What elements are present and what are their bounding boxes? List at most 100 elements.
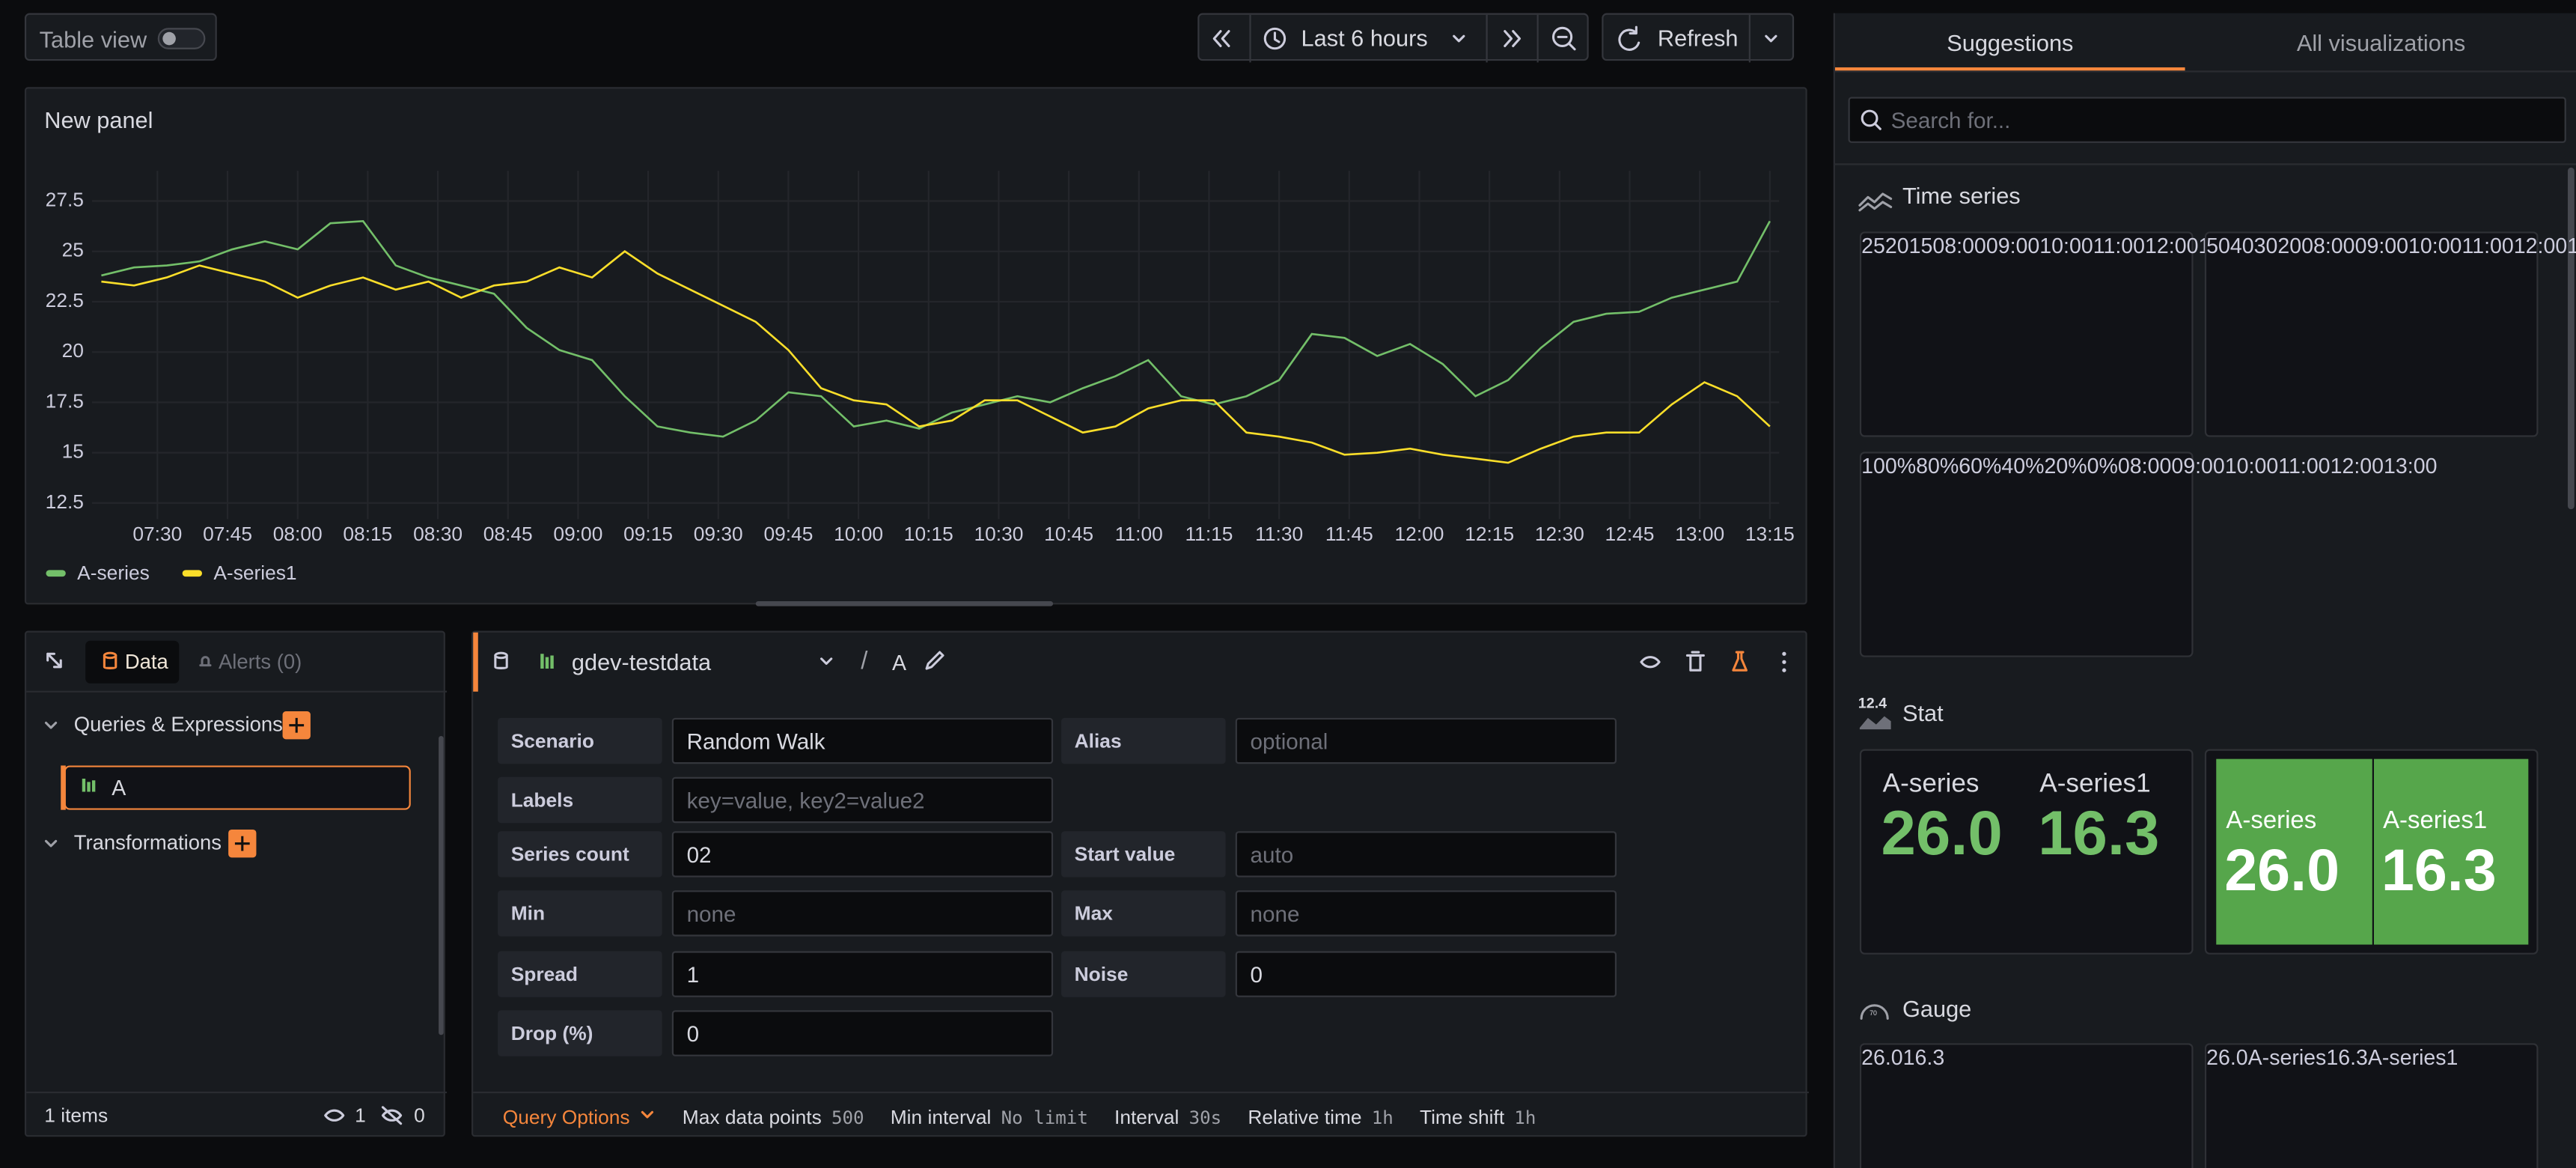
tab-suggestions[interactable]: Suggestions bbox=[1947, 29, 2074, 56]
collapse-icon[interactable] bbox=[44, 721, 58, 729]
shift-forward-icon[interactable] bbox=[1504, 30, 1522, 47]
suggestion-card[interactable]: 5040302008:0009:0010:0011:0012:0013:00 bbox=[2204, 231, 2576, 437]
text-input[interactable]: key=value, key2=value2 bbox=[671, 776, 1054, 824]
expand-icon[interactable] bbox=[46, 652, 62, 669]
menu-dot[interactable] bbox=[1782, 660, 1786, 664]
x-tick-label: 07:45 bbox=[203, 523, 252, 545]
hide-query-icon[interactable] bbox=[1640, 656, 1661, 669]
mini-x-label: 10:00 bbox=[2408, 233, 2462, 258]
inspector-icon[interactable] bbox=[1732, 651, 1748, 672]
legend-swatch bbox=[182, 570, 203, 577]
tab-all-visualizations[interactable]: All visualizations bbox=[2296, 29, 2466, 56]
y-tick-label: 22.5 bbox=[46, 289, 84, 311]
gauge-name: A-series bbox=[2247, 1044, 2327, 1070]
series-line bbox=[101, 219, 1771, 438]
mini-x-label: 08:00 bbox=[1932, 233, 1986, 258]
x-tick-label: 12:00 bbox=[1395, 523, 1444, 545]
text-input[interactable]: none bbox=[1235, 890, 1617, 937]
range-chevron[interactable] bbox=[1453, 34, 1465, 43]
scrollbar[interactable] bbox=[2568, 167, 2575, 510]
legend-swatch bbox=[46, 570, 66, 577]
search-input[interactable]: Search for... bbox=[1848, 97, 2566, 143]
field-label: Alias bbox=[1061, 717, 1226, 764]
visualization-picker: Suggestions All visualizations Search fo… bbox=[1833, 13, 2576, 1168]
mini-chart: 100%80%60%40%20%0%08:0009:0010:0011:0012… bbox=[1861, 454, 2437, 478]
section-title: Stat bbox=[1902, 699, 1944, 726]
input-value: 1 bbox=[686, 961, 700, 987]
tab-alerts[interactable]: Alerts (0) bbox=[218, 650, 302, 674]
datasource-icon bbox=[540, 654, 554, 669]
mini-y-label: 40% bbox=[2001, 453, 2045, 478]
query-options-toggle[interactable]: Query Options bbox=[502, 1105, 630, 1129]
text-input[interactable]: auto bbox=[1235, 831, 1617, 877]
select-input[interactable]: Random Walk bbox=[671, 717, 1054, 764]
table-view-toggle[interactable]: Table view bbox=[24, 13, 217, 61]
x-tick-label: 13:00 bbox=[1675, 523, 1724, 545]
input-placeholder: none bbox=[1250, 901, 1300, 926]
x-tick-label: 11:15 bbox=[1185, 523, 1233, 545]
search-icon-handle bbox=[1874, 123, 1881, 130]
menu-dot[interactable] bbox=[1782, 668, 1786, 672]
collapse-icon[interactable] bbox=[44, 839, 58, 848]
stat-value: 16.3 bbox=[2038, 800, 2160, 869]
suggestion-card[interactable]: 26.0A-series16.3A-series1 bbox=[2204, 1043, 2539, 1168]
input-placeholder: key=value, key2=value2 bbox=[686, 788, 925, 812]
x-tick-label: 10:00 bbox=[834, 523, 883, 545]
legend-label[interactable]: A-series bbox=[77, 562, 150, 584]
legend-label[interactable]: A-series1 bbox=[213, 562, 296, 584]
text-input[interactable]: optional bbox=[1235, 717, 1617, 764]
refresh-chevron[interactable] bbox=[1765, 34, 1777, 43]
text-input[interactable]: 1 bbox=[671, 951, 1054, 997]
scrollbar[interactable] bbox=[439, 735, 444, 1035]
splitter-handle[interactable] bbox=[755, 601, 1054, 606]
label-text: Min bbox=[510, 901, 546, 925]
suggestion-card[interactable]: 26.016.3 bbox=[1859, 1043, 2194, 1168]
text-input[interactable]: 0 bbox=[1235, 951, 1617, 997]
label-text: Labels bbox=[510, 788, 574, 812]
option-label: Min interval bbox=[890, 1105, 992, 1129]
option-value: 1h bbox=[1514, 1107, 1536, 1129]
label-text: Start value bbox=[1074, 842, 1176, 866]
mini-y-label: 15 bbox=[1908, 233, 1933, 258]
option-value: 500 bbox=[831, 1107, 864, 1129]
rename-icon[interactable] bbox=[925, 651, 944, 670]
refresh-button[interactable]: Refresh bbox=[1657, 24, 1739, 52]
label-text: Drop (%) bbox=[510, 1021, 593, 1045]
active-tab[interactable] bbox=[85, 640, 180, 684]
text-input[interactable]: 0 bbox=[671, 1010, 1054, 1056]
delete-query-icon[interactable] bbox=[1685, 651, 1705, 672]
y-tick-label: 25 bbox=[62, 239, 84, 261]
mini-x-label: 12:00 bbox=[2330, 453, 2384, 478]
mini-x-label: 08:00 bbox=[2301, 233, 2355, 258]
datasource-name[interactable]: gdev-testdata bbox=[571, 648, 712, 675]
x-tick-label: 09:00 bbox=[553, 523, 602, 545]
shift-back-icon[interactable] bbox=[1212, 30, 1230, 47]
bell-icon bbox=[199, 656, 212, 667]
x-tick-label: 09:45 bbox=[763, 523, 813, 545]
option-label: Max data points bbox=[682, 1105, 822, 1129]
mini-y-label: 100% bbox=[1861, 453, 1917, 478]
zoom-out-icon[interactable] bbox=[1551, 26, 1573, 47]
query-name: A bbox=[112, 775, 126, 800]
text-input[interactable]: none bbox=[671, 890, 1054, 937]
menu-dot[interactable] bbox=[1782, 651, 1786, 656]
suggestion-card[interactable]: 25201508:0009:0010:0011:0012:0013:00 bbox=[1859, 231, 2252, 437]
x-tick-label: 08:15 bbox=[343, 523, 392, 545]
time-range[interactable]: Last 6 hours bbox=[1301, 24, 1428, 52]
items-count: 1 items bbox=[44, 1104, 109, 1128]
mini-y-label: 40 bbox=[2229, 233, 2254, 258]
option-value: No limit bbox=[1001, 1107, 1088, 1129]
eye-icon bbox=[324, 1109, 345, 1122]
suggestion-card[interactable]: A-series 26.0 A-series1 16.3 bbox=[2204, 749, 2539, 955]
query-options-chevron[interactable] bbox=[641, 1110, 654, 1119]
suggestion-card[interactable]: 100%80%60%40%20%0%08:0009:0010:0011:0012… bbox=[1859, 451, 2437, 657]
tab-data[interactable]: Data bbox=[124, 650, 168, 674]
suggestion-card[interactable]: A-series 26.0 A-series1 16.3 bbox=[1859, 749, 2194, 955]
data-icon-body bbox=[103, 654, 117, 669]
y-tick-label: 12.5 bbox=[46, 490, 84, 513]
input-value: Random Walk bbox=[686, 729, 825, 753]
datasource-chevron[interactable] bbox=[820, 657, 833, 665]
mini-x-label: 12:00 bbox=[2145, 233, 2199, 258]
section-title: Time series bbox=[1902, 182, 2021, 209]
text-input[interactable]: 02 bbox=[671, 831, 1054, 877]
